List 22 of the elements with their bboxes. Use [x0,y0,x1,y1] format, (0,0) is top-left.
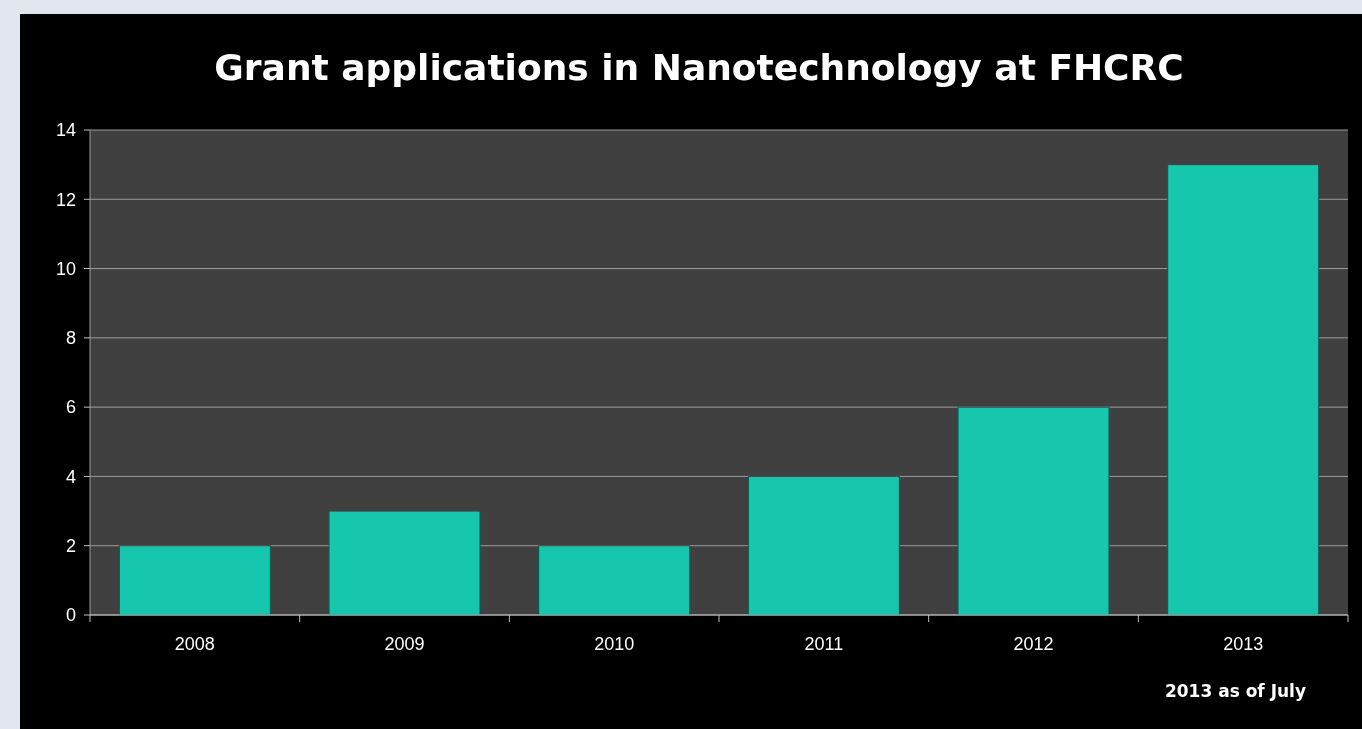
y-tick-label: 4 [65,466,76,487]
y-tick-label: 8 [65,328,76,349]
y-tick-label: 14 [55,120,76,141]
text: 2013 as of July [1164,681,1306,701]
x-tick-label: 2010 [594,634,635,654]
x-tick-label: 2008 [174,634,215,654]
chart-title: Grant applications in Nanotechnology at FHCRC [214,47,1184,88]
x-tick-label: 2011 [804,634,844,654]
x-tick-label: 2012 [1013,634,1054,654]
bar [538,545,691,616]
bar [328,510,481,616]
y-tick-label: 2 [65,536,76,557]
y-tick-label: 10 [55,258,76,279]
bar [747,475,900,616]
x-tick-label: 2013 [1223,634,1264,654]
y-tick-label: 6 [65,397,76,418]
bar [118,545,271,616]
y-tick-label: 0 [65,605,76,626]
x-tick-label: 2009 [384,634,425,654]
bar [1167,164,1320,616]
bar [957,406,1110,616]
y-tick-label: 12 [55,189,76,210]
